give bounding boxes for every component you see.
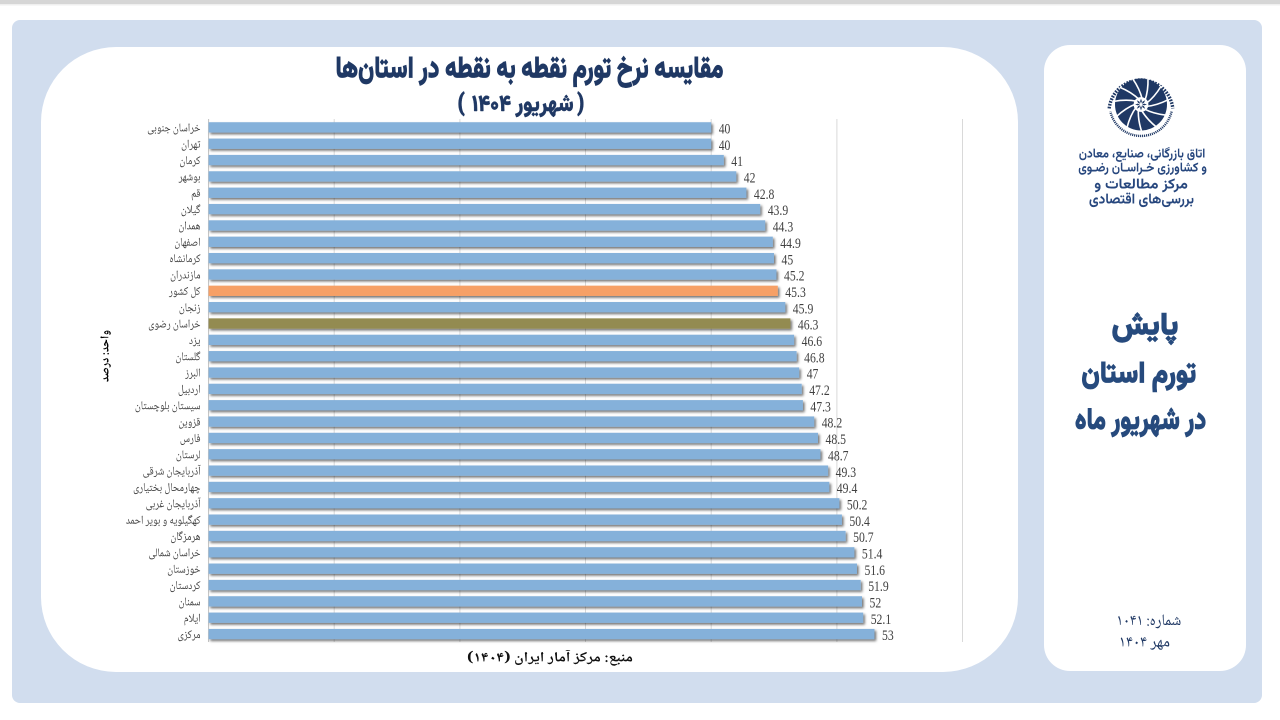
svg-text:44.9: 44.9 <box>780 236 801 252</box>
svg-text:52: 52 <box>870 596 882 612</box>
svg-text:53: 53 <box>882 628 894 644</box>
svg-text:47: 47 <box>807 367 819 383</box>
svg-text:47.2: 47.2 <box>809 383 830 399</box>
svg-text:46.3: 46.3 <box>798 318 819 334</box>
svg-text:45.9: 45.9 <box>793 301 814 317</box>
svg-text:45: 45 <box>782 252 794 268</box>
svg-text:52.1: 52.1 <box>871 612 892 628</box>
svg-text:50.4: 50.4 <box>849 514 870 530</box>
svg-text:40: 40 <box>719 138 731 154</box>
svg-text:42: 42 <box>744 171 756 187</box>
svg-text:51.4: 51.4 <box>862 547 883 563</box>
svg-text:48.2: 48.2 <box>822 416 843 432</box>
svg-text:40: 40 <box>719 122 731 138</box>
svg-text:50.7: 50.7 <box>853 530 874 546</box>
svg-text:49.3: 49.3 <box>836 465 857 481</box>
svg-text:42.8: 42.8 <box>754 187 775 203</box>
svg-text:49.4: 49.4 <box>837 481 858 497</box>
svg-text:48.7: 48.7 <box>828 448 849 464</box>
svg-text:44.3: 44.3 <box>773 220 794 236</box>
svg-text:45.3: 45.3 <box>785 285 806 301</box>
svg-text:50.2: 50.2 <box>847 498 868 514</box>
svg-text:41: 41 <box>731 154 743 170</box>
svg-text:48.5: 48.5 <box>826 432 847 448</box>
svg-text:45.2: 45.2 <box>784 269 805 285</box>
svg-text:46.6: 46.6 <box>802 334 823 350</box>
svg-text:47.3: 47.3 <box>810 399 831 415</box>
svg-text:46.8: 46.8 <box>804 350 825 366</box>
svg-text:51.9: 51.9 <box>868 579 889 595</box>
svg-text:43.9: 43.9 <box>768 203 789 219</box>
svg-text:51.6: 51.6 <box>865 563 886 579</box>
